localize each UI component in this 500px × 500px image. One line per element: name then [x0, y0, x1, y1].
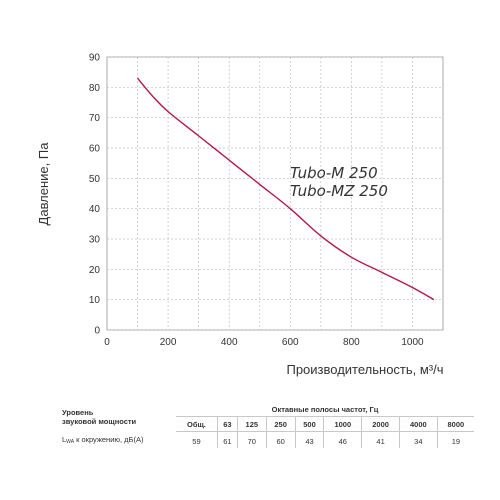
table-header-cell: 250 [265, 416, 296, 432]
table-header-cell: 8000 [436, 416, 474, 432]
table-header-cell: 2000 [361, 416, 400, 432]
chart-grid [106, 56, 444, 331]
table-header-cell: 500 [294, 416, 324, 432]
table-title-row: Уровень звуковой мощности Октавные полос… [62, 402, 474, 426]
table-cell: 41 [361, 431, 400, 448]
x-tick-label: 800 [343, 337, 360, 348]
y-tick-label: 30 [89, 235, 101, 246]
y-tick-label: 20 [89, 265, 101, 276]
y-tick-label: 10 [89, 295, 101, 306]
plot-frame [106, 56, 444, 331]
x-tick-label: 400 [221, 337, 238, 348]
table-cell: 70 [236, 431, 267, 448]
table-cell: 60 [265, 431, 296, 448]
pressure-flow-chart: 0 10 20 30 40 50 60 70 80 90 0 200 400 600 800 1000 Дав… [36, 53, 444, 378]
sound-power-table: Уровень звуковой мощности Октавные полос… [62, 402, 474, 448]
table-header-cell: 63 [216, 416, 238, 432]
y-tick-label: 60 [89, 144, 101, 155]
table-cell: 59 [192, 436, 201, 446]
x-tick-label: 0 [104, 337, 110, 348]
table-cell: 34 [398, 431, 438, 448]
y-tick-label: 70 [89, 113, 101, 124]
table-header-row: Общ. 63 125 250 500 1000 2000 4000 8000 [62, 416, 474, 432]
table-header-cell: Общ. [176, 416, 218, 432]
model-annotation-1: Tubo-M 250 [290, 164, 378, 182]
x-axis-label: Производительность, м³/ч [286, 362, 443, 377]
table-header-cell: 1000 [323, 416, 362, 432]
y-tick-label: 40 [89, 204, 101, 215]
table-cell: 61 [216, 431, 238, 448]
y-axis-label: Давление, Па [36, 142, 51, 226]
table-cell: 43 [294, 431, 324, 448]
y-tick-label: 80 [89, 83, 101, 94]
sound-power-label: Уровень звуковой мощности [62, 407, 137, 426]
y-tick-label: 90 [89, 53, 101, 64]
table-cell: 19 [436, 431, 474, 448]
lwa-row-label: LWA к окружению, дБ(А) [62, 434, 144, 445]
table-header-cell: 4000 [398, 416, 438, 432]
table-row: LWA к окружению, дБ(А) 59 61 70 60 43 46 41 34 1… [62, 431, 474, 448]
series-line [137, 77, 435, 301]
chart-tick-labels: 0 10 20 30 40 50 60 70 80 90 0 200 400 600 800 1000 [89, 53, 424, 349]
table-cell: 46 [323, 431, 362, 448]
model-annotation-2: Tubo-MZ 250 [290, 182, 388, 200]
x-tick-label: 200 [160, 337, 177, 348]
table-header-cell: 125 [236, 416, 267, 432]
x-tick-label: 1000 [401, 337, 424, 348]
octave-bands-title: Октавные полосы частот, Гц [271, 404, 379, 414]
y-tick-label: 0 [94, 326, 100, 337]
y-tick-label: 50 [89, 174, 101, 185]
x-tick-label: 600 [282, 337, 299, 348]
